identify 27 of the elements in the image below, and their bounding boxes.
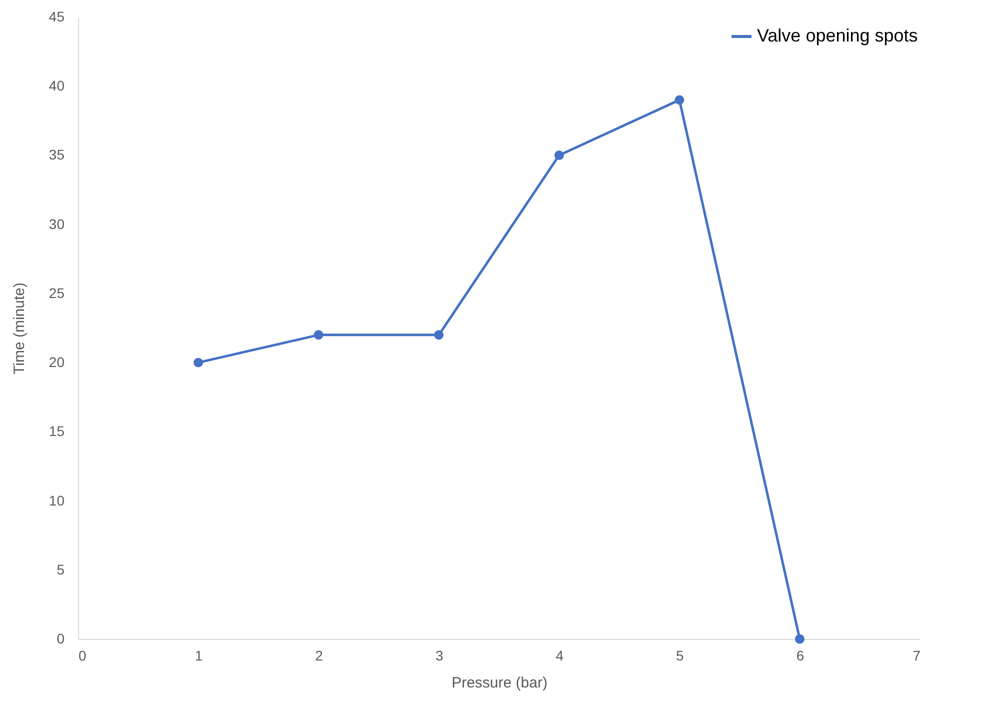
point <box>194 358 204 368</box>
y-tick-label: 30 <box>48 216 65 232</box>
x-tick-label: 7 <box>912 648 921 664</box>
point <box>674 95 684 105</box>
x-tick-label: 0 <box>78 648 86 664</box>
y-tick-label: 25 <box>48 284 65 301</box>
point <box>554 150 564 160</box>
x-tick-label: 2 <box>315 648 324 664</box>
x-tick-label: 3 <box>435 648 444 664</box>
x-tick-label: 5 <box>676 648 684 664</box>
x-axis-title: Pressure (bar) <box>452 674 548 692</box>
point <box>794 634 804 644</box>
x-tick-label: 1 <box>194 648 203 664</box>
y-tick-label: 35 <box>48 146 65 163</box>
x-tick-label: 4 <box>556 648 564 664</box>
point <box>314 330 324 340</box>
y-tick-label: 0 <box>56 630 65 646</box>
y-tick-label: 45 <box>48 8 65 24</box>
y-axis-title: Time (minute) <box>10 282 28 374</box>
point <box>434 330 444 340</box>
y-tick-label: 10 <box>48 492 65 508</box>
x-tick-label: 6 <box>796 648 804 664</box>
legend-label: Valve opening spots <box>757 26 918 46</box>
y-tick-label: 40 <box>48 78 65 94</box>
y-tick-label: 5 <box>56 561 65 578</box>
y-tick-label: 15 <box>48 423 65 440</box>
y-tick-label: 20 <box>48 354 65 370</box>
